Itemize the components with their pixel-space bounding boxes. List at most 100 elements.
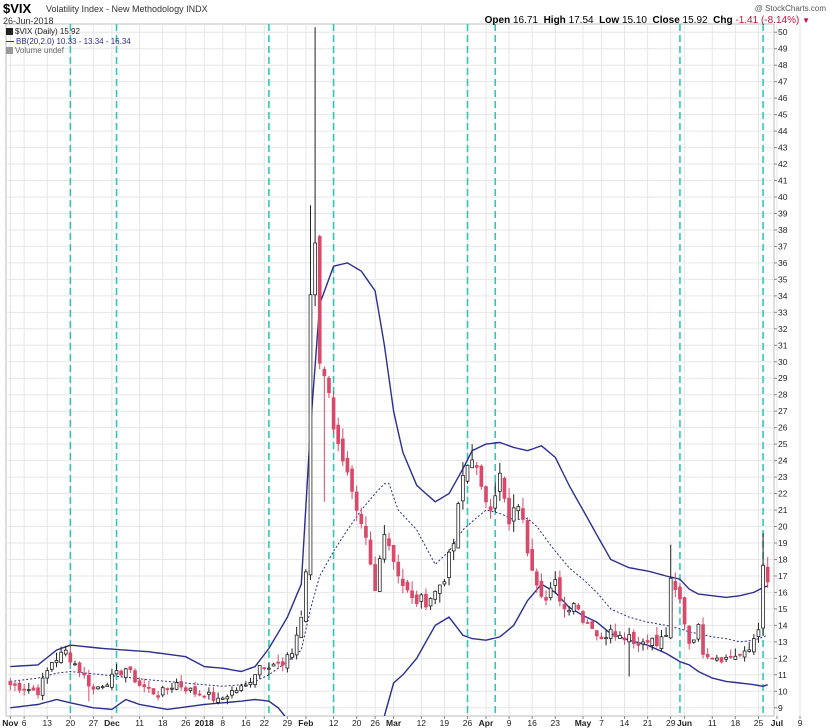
x-tick-label: 16 <box>527 718 537 728</box>
candle-down <box>165 688 170 691</box>
y-tick-label: 50 <box>778 27 788 37</box>
candle-down <box>193 686 197 695</box>
candle-down <box>396 561 401 577</box>
open-value: 16.71 <box>512 15 538 26</box>
x-tick-label: Feb <box>298 718 313 728</box>
candle-up <box>73 663 77 666</box>
candle-down <box>728 656 733 658</box>
candle-down <box>327 377 331 394</box>
y-tick-label: 16 <box>778 587 788 597</box>
candle-down <box>119 670 123 676</box>
candle-up <box>50 662 54 670</box>
candle-down <box>678 586 682 600</box>
candle-up <box>650 637 655 646</box>
candle-down <box>151 688 156 695</box>
candle-up <box>54 660 59 664</box>
candle-up <box>313 242 317 296</box>
candle-up <box>668 577 673 639</box>
x-tick-label: Apr <box>479 718 494 728</box>
candle-up <box>608 628 613 639</box>
cycle-lines <box>69 24 764 716</box>
candle-down <box>405 581 410 591</box>
candle-down <box>17 682 22 691</box>
y-tick-label: 40 <box>778 192 788 202</box>
bb-upper-band <box>10 262 768 673</box>
candle-up <box>105 684 110 688</box>
candle-up <box>571 603 576 612</box>
candle-down <box>673 580 678 590</box>
y-tick-label: 20 <box>778 522 788 532</box>
candle-up <box>618 635 622 639</box>
y-tick-label: 19 <box>778 538 788 548</box>
candle-down <box>687 625 692 644</box>
candle-down <box>336 424 341 445</box>
candle-down <box>8 680 13 686</box>
y-tick-label: 32 <box>778 324 788 334</box>
x-tick-label: 11 <box>135 718 144 728</box>
x-tick-label: 26 <box>463 718 473 728</box>
candle-down <box>183 687 188 692</box>
candle-up <box>498 472 502 492</box>
x-tick-label: 18 <box>158 718 168 728</box>
y-tick-label: 27 <box>778 406 788 416</box>
y-tick-label: 14 <box>778 620 788 630</box>
y-tick-label: 29 <box>778 373 788 383</box>
candle-down <box>530 549 534 571</box>
candle-up <box>493 495 498 509</box>
y-tick-label: 42 <box>778 159 788 169</box>
candle-down <box>86 675 91 687</box>
candle-up <box>63 649 68 655</box>
legend-vix-label: $VIX (Daily) 15.92 <box>15 27 80 36</box>
candle-down <box>368 539 373 565</box>
candle-up <box>447 551 451 579</box>
candle-up <box>234 690 239 694</box>
y-tick-label: 31 <box>778 340 788 350</box>
candle-down <box>705 653 710 658</box>
candle-down <box>521 508 525 520</box>
close-value: 15.92 <box>682 15 708 26</box>
x-tick-label: 26 <box>181 718 191 728</box>
candle-down <box>82 672 87 676</box>
candle-down <box>599 636 604 640</box>
x-tick-label: May <box>575 718 592 728</box>
candle-down <box>13 683 17 686</box>
y-tick-label: 39 <box>778 208 788 218</box>
y-tick-label: 9 <box>778 703 783 713</box>
candle-down <box>719 657 724 663</box>
high-value: 17.54 <box>568 15 594 26</box>
candle-up <box>752 638 756 653</box>
chg-down-icon: ▼ <box>802 16 810 25</box>
y-tick-label: 48 <box>778 60 788 70</box>
chg-label: Chg <box>713 15 733 26</box>
y-tick-label: 35 <box>778 274 788 284</box>
candle-up <box>257 664 262 676</box>
candle-down <box>142 684 147 688</box>
candle-up <box>761 564 765 629</box>
y-tick-label: 15 <box>778 604 788 614</box>
open-label: Open <box>484 15 511 26</box>
x-tick-label: 20 <box>352 718 362 728</box>
candle-down <box>133 670 137 683</box>
candle-up <box>220 697 225 700</box>
candle-up <box>308 294 313 576</box>
y-tick-label: 41 <box>778 176 788 186</box>
candle-down <box>31 687 36 691</box>
y-tick-label: 22 <box>778 489 788 499</box>
y-tick-label: 26 <box>778 423 788 433</box>
candle-up <box>96 686 100 690</box>
quote-date: 26-Jun-2018 <box>3 16 54 26</box>
candle-up <box>641 641 645 645</box>
candle-down <box>373 564 377 591</box>
candles <box>8 27 770 705</box>
candle-up <box>40 677 45 696</box>
candle-up <box>267 667 271 670</box>
candle-down <box>276 661 280 664</box>
candle-down <box>558 577 562 602</box>
candle-down <box>534 571 539 586</box>
candle-up <box>747 649 752 652</box>
x-tick-label: 23 <box>551 718 561 728</box>
x-tick-label: 20 <box>66 718 76 728</box>
candle-down <box>340 438 345 462</box>
candle-down <box>502 477 507 499</box>
candle-up <box>271 663 276 667</box>
